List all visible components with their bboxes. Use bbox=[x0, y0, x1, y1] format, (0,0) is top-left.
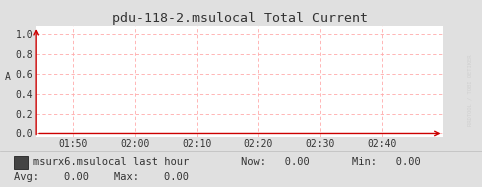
Text: Avg:    0.00    Max:    0.00: Avg: 0.00 Max: 0.00 bbox=[14, 172, 189, 182]
Title: pdu-118-2.msulocal Total Current: pdu-118-2.msulocal Total Current bbox=[112, 12, 368, 25]
Text: Min:   0.00: Min: 0.00 bbox=[352, 157, 421, 167]
Text: RRDTOOL / TOBI OETIKER: RRDTOOL / TOBI OETIKER bbox=[468, 54, 472, 125]
Y-axis label: A: A bbox=[4, 72, 10, 82]
Text: msurx6.msulocal last hour: msurx6.msulocal last hour bbox=[33, 157, 189, 167]
Text: Now:   0.00: Now: 0.00 bbox=[241, 157, 310, 167]
